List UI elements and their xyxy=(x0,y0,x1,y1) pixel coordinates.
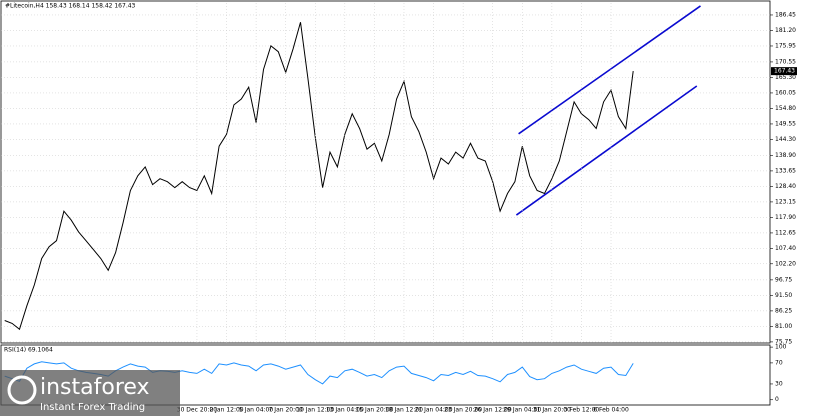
brand: instaforex xyxy=(40,375,150,400)
y-tick-label: 91.50 xyxy=(775,292,792,299)
channel-line xyxy=(515,85,698,216)
y-tick-label: 165.30 xyxy=(775,74,796,81)
price-label: 167.43 xyxy=(774,68,795,75)
y-tick-label: 0 xyxy=(775,396,779,403)
x-tick-label: 26 Jan 12:00 xyxy=(474,407,512,414)
y-tick-label: 81.00 xyxy=(775,323,792,330)
watermark: instaforex Instant Forex Trading xyxy=(0,370,180,416)
y-tick-label: 175.95 xyxy=(775,42,796,49)
x-tick-label: 10 Jan 12:00 xyxy=(296,407,334,414)
x-tick-label: 5 Jan 04:00 xyxy=(239,407,273,414)
x-tick-label: 6 Feb 04:00 xyxy=(593,407,629,414)
y-tick-label: 100 xyxy=(775,344,787,351)
logo-icon xyxy=(7,375,37,405)
y-tick-label: 30 xyxy=(775,380,783,387)
x-tick-label: 23 Jan 20:00 xyxy=(444,407,482,414)
series-line xyxy=(4,22,634,331)
y-tick-label: 75.75 xyxy=(775,338,792,345)
x-tick-label: 2 Jan 12:00 xyxy=(209,407,243,414)
watermark-bg xyxy=(0,370,180,416)
x-tick-label: 13 Jan 04:00 xyxy=(326,407,364,414)
x-tick-label: 21 Jan 04:00 xyxy=(415,407,453,414)
y-tick-label: 181.20 xyxy=(775,27,796,34)
chart-title: #Litecoin,H4 158.43 168.14 158.42 167.43 xyxy=(5,3,136,10)
y-tick-label: 96.75 xyxy=(775,276,792,283)
y-tick-label: 186.45 xyxy=(775,11,796,18)
price-box xyxy=(771,67,797,76)
x-tick-label: 31 Jan 20:00 xyxy=(533,407,571,414)
x-tick-label: 29 Jan 04:00 xyxy=(503,407,541,414)
y-tick-label: 86.25 xyxy=(775,307,792,314)
y-tick-label: 128.40 xyxy=(775,183,796,190)
x-tick-label: 18 Jan 12:00 xyxy=(385,407,423,414)
y-tick-label: 102.20 xyxy=(775,260,796,267)
y-tick-label: 154.80 xyxy=(775,105,796,112)
y-tick-label: 117.90 xyxy=(775,214,796,221)
y-tick-label: 149.55 xyxy=(775,120,796,127)
y-tick-label: 138.90 xyxy=(775,152,796,159)
y-tick-label: 144.30 xyxy=(775,136,796,143)
y-tick-label: 70 xyxy=(775,359,783,366)
x-tick-label: 30 Dec 20:00 xyxy=(177,407,218,414)
x-tick-label: 15 Jan 20:00 xyxy=(355,407,393,414)
y-tick-label: 123.15 xyxy=(775,198,796,205)
tagline: Instant Forex Trading xyxy=(40,402,145,413)
x-tick-label: 7 Jan 20:00 xyxy=(269,407,303,414)
y-tick-label: 112.65 xyxy=(775,229,796,236)
y-tick-label: 133.65 xyxy=(775,167,796,174)
y-tick-label: 160.05 xyxy=(775,89,796,96)
y-tick-label: 170.55 xyxy=(775,58,796,65)
rsi-title: RSI(14) 69.1064 xyxy=(4,347,53,354)
x-tick-label: 3 Feb 12:00 xyxy=(564,407,600,414)
y-tick-label: 107.40 xyxy=(775,245,796,252)
channel-line xyxy=(518,5,701,135)
price-panel xyxy=(0,0,771,344)
